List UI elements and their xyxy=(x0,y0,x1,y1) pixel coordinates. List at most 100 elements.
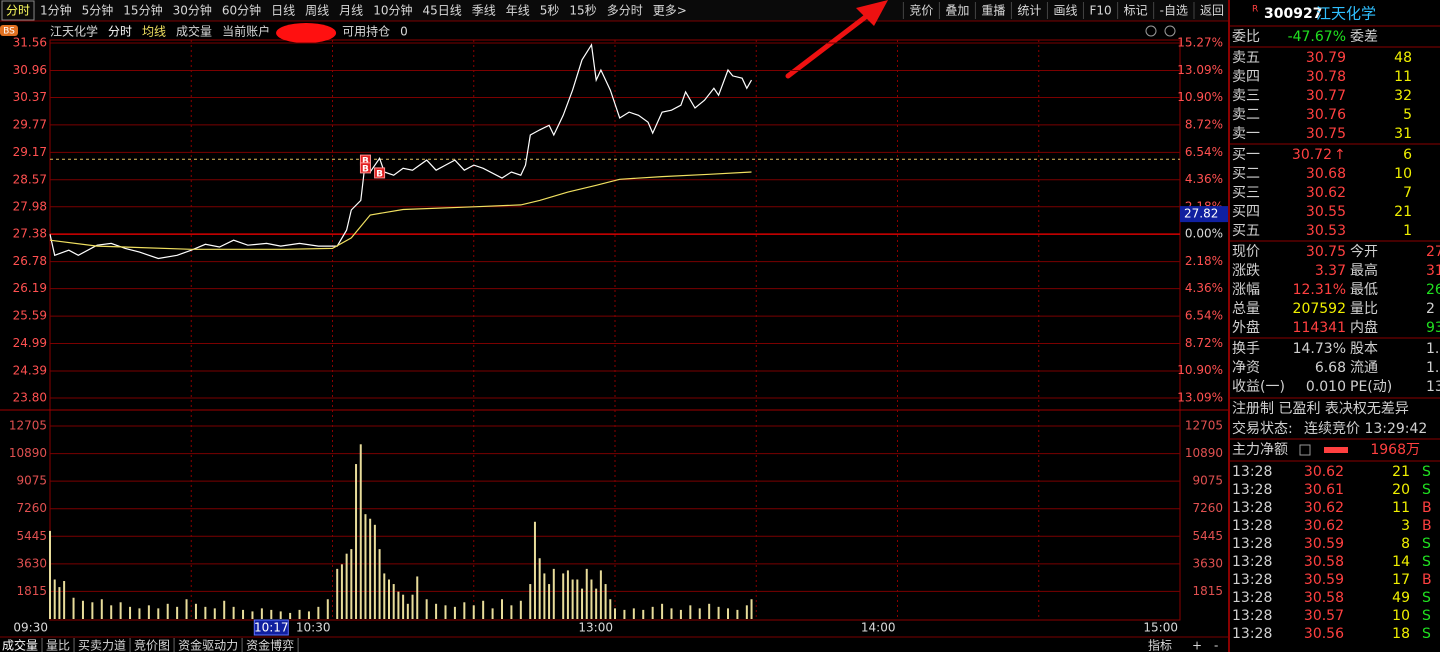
toolbar-button[interactable]: 重播 xyxy=(981,4,1005,18)
toolbar-tab[interactable]: 月线 xyxy=(339,4,363,18)
finance-label: 净资 xyxy=(1232,360,1260,376)
toolbar-button[interactable]: 返回 xyxy=(1200,4,1224,18)
y2-tick-label: 10.90% xyxy=(1177,363,1223,377)
stat-label: 最低 xyxy=(1350,282,1378,298)
volume-bar xyxy=(689,605,692,619)
bottom-tab[interactable]: 量比 xyxy=(46,639,70,652)
x-tick-label: 15:00 xyxy=(1143,621,1178,635)
toolbar-tab[interactable]: 季线 xyxy=(472,4,496,18)
bs-badge: BS xyxy=(3,27,15,37)
bottom-button[interactable]: + xyxy=(1192,639,1202,652)
book-price: 30.76 xyxy=(1306,107,1346,123)
legend-entry: 分时 xyxy=(108,25,132,39)
volume-bar xyxy=(340,564,343,619)
tick-time: 13:28 xyxy=(1232,464,1272,480)
cursor-time-box xyxy=(253,619,289,636)
toolbar-button[interactable]: 竞价 xyxy=(909,4,933,18)
volume-bar xyxy=(49,530,51,619)
volume-tick-label: 9075 xyxy=(16,474,47,488)
toolbar-tab[interactable]: 15秒 xyxy=(569,4,596,18)
toolbar-button[interactable]: F10 xyxy=(1089,4,1111,18)
finance-value: 1.4 xyxy=(1426,360,1440,376)
toolbar-tab[interactable]: 年线 xyxy=(506,4,530,18)
main-net-icon xyxy=(1299,444,1311,456)
bottom-tab[interactable]: 资金博弈 xyxy=(246,638,294,652)
tick-side: B xyxy=(1422,518,1432,534)
tick-volume: 49 xyxy=(1392,590,1410,606)
volume-bar xyxy=(444,605,447,619)
toolbar-bg xyxy=(0,0,1228,21)
tick-time: 13:28 xyxy=(1232,554,1272,570)
book-price: 30.53 xyxy=(1306,223,1346,239)
volume-bar xyxy=(581,588,584,619)
volume-bar xyxy=(402,594,405,619)
settings-icon[interactable] xyxy=(1164,25,1176,37)
volume-bar xyxy=(232,606,235,619)
volume-bar xyxy=(129,606,132,619)
redaction xyxy=(276,23,337,43)
toolbar-tab[interactable]: 30分钟 xyxy=(173,3,212,18)
toolbar-tab[interactable]: 10分钟 xyxy=(373,3,412,18)
volume-bar xyxy=(411,594,414,619)
volume-tick-label: 5445 xyxy=(1192,529,1223,543)
bottom-tab[interactable]: 买卖力道 xyxy=(78,639,126,652)
tick-price: 30.62 xyxy=(1304,518,1344,534)
volume-bar xyxy=(614,608,616,619)
finance-label: 股本 xyxy=(1350,341,1378,357)
bottom-tab[interactable]: 资金驱动力 xyxy=(178,638,238,652)
bottom-button[interactable]: 指标 xyxy=(1148,638,1172,652)
tick-side: B xyxy=(1422,572,1432,588)
toolbar-tab[interactable]: 分时 xyxy=(6,4,30,18)
stock-name: 江天化学 xyxy=(50,24,98,39)
toolbar-tab[interactable]: 5秒 xyxy=(540,4,560,18)
volume-bar xyxy=(453,606,456,619)
toolbar-tab[interactable]: 45日线 xyxy=(422,4,461,18)
toolbar-button[interactable]: 叠加 xyxy=(945,4,969,18)
book-volume: 31 xyxy=(1394,126,1412,142)
y-tick-label: 23.80 xyxy=(13,391,47,405)
volume-bar xyxy=(110,605,113,619)
bottom-tab[interactable]: 成交量 xyxy=(2,638,38,652)
book-level: 卖四 xyxy=(1232,69,1260,85)
volume-bar xyxy=(717,606,720,619)
volume-bar xyxy=(326,599,329,619)
tick-side: B xyxy=(1422,500,1432,516)
toolbar-button[interactable]: 标记 xyxy=(1124,4,1148,18)
bottom-button[interactable]: - xyxy=(1214,639,1218,652)
finance-value: 135 xyxy=(1426,379,1440,395)
bottom-tab[interactable]: 竞价图 xyxy=(134,639,170,652)
toolbar-tab[interactable]: 15分钟 xyxy=(123,3,162,18)
tick-time: 13:28 xyxy=(1232,482,1272,498)
volume-bar xyxy=(91,602,94,619)
tick-time: 13:28 xyxy=(1232,590,1272,606)
zoom-icon[interactable] xyxy=(1145,25,1157,37)
toolbar-tab[interactable]: 1分钟 xyxy=(40,3,72,18)
volume-bar xyxy=(289,612,292,619)
toolbar-tab[interactable]: 5分钟 xyxy=(82,3,114,18)
y-tick-label: 30.96 xyxy=(13,63,47,77)
volume-bar xyxy=(359,444,362,619)
volume-bar xyxy=(623,609,626,619)
toolbar-button[interactable]: 统计 xyxy=(1017,4,1041,18)
toolbar-tab[interactable]: 日线 xyxy=(271,4,295,18)
book-level: 卖三 xyxy=(1232,88,1260,104)
book-volume: 5 xyxy=(1403,107,1412,123)
volume-bar xyxy=(157,608,160,619)
toolbar-tab[interactable]: 多分时 xyxy=(607,4,643,18)
book-volume: 6 xyxy=(1403,147,1412,163)
volume-bar xyxy=(406,603,409,619)
y-tick-label: 29.17 xyxy=(13,145,47,159)
y-tick-label: 24.39 xyxy=(13,364,47,378)
volume-tick-label: 1815 xyxy=(1192,584,1223,598)
toolbar-button[interactable]: -自选 xyxy=(1160,4,1188,18)
volume-bar xyxy=(571,579,574,619)
toolbar-button[interactable]: 画线 xyxy=(1053,4,1077,18)
toolbar-tab[interactable]: 60分钟 xyxy=(222,3,261,18)
volume-bar xyxy=(251,611,254,619)
volume-bar xyxy=(350,549,353,619)
toolbar-tab[interactable]: 周线 xyxy=(305,4,329,18)
stat-label: 外盘 xyxy=(1232,319,1260,336)
volume-bar xyxy=(378,549,381,619)
toolbar-tab[interactable]: 更多> xyxy=(653,4,687,18)
